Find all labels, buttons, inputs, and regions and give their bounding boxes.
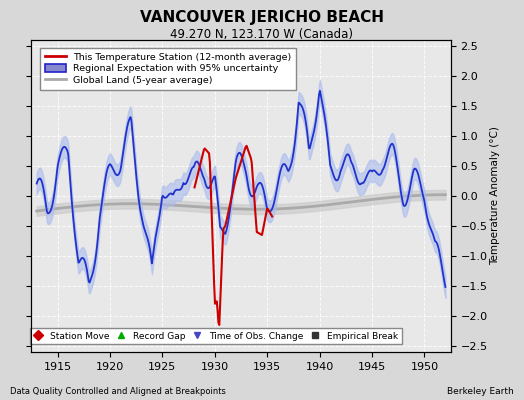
Text: VANCOUVER JERICHO BEACH: VANCOUVER JERICHO BEACH (140, 10, 384, 25)
Y-axis label: Temperature Anomaly (°C): Temperature Anomaly (°C) (490, 126, 500, 266)
Legend: Station Move, Record Gap, Time of Obs. Change, Empirical Break: Station Move, Record Gap, Time of Obs. C… (30, 328, 401, 344)
Text: Berkeley Earth: Berkeley Earth (447, 387, 514, 396)
Text: 49.270 N, 123.170 W (Canada): 49.270 N, 123.170 W (Canada) (170, 28, 354, 41)
Text: Data Quality Controlled and Aligned at Breakpoints: Data Quality Controlled and Aligned at B… (10, 387, 226, 396)
